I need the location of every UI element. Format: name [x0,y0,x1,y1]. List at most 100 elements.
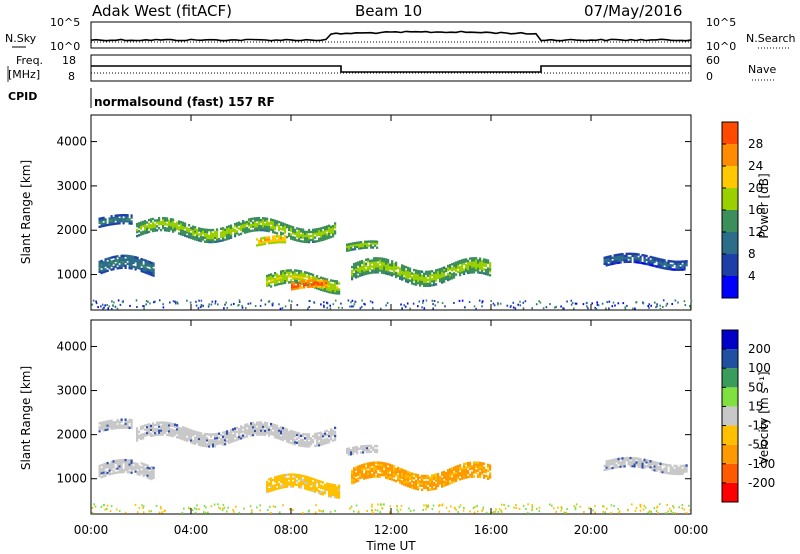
power-cell [160,220,163,224]
power-noise-cell [149,302,151,305]
power-cell [447,278,450,282]
velocity-cell [361,472,364,475]
power-cell [353,275,356,278]
power-colorbar-tick-label: 16 [748,203,763,217]
velocity-cell [164,425,167,428]
power-noise-cell [307,307,309,310]
velocity-cell [174,429,177,432]
velocity-cell [184,426,187,430]
velocity-noise-cell [159,506,162,509]
velocity-cell [240,429,243,432]
power-cell [276,275,279,278]
power-cell [355,262,358,265]
velocity-cell [244,431,247,435]
power-cell [609,261,612,264]
velocity-cell [280,486,283,489]
velocity-ytick-label: 3000 [56,384,87,398]
velocity-cell [274,433,277,437]
velocity-cell [296,473,299,477]
velocity-cell [288,481,291,484]
velocity-cell [262,433,265,436]
velocity-cell [312,435,315,438]
velocity-cell [192,431,195,435]
power-cell [471,257,474,260]
power-cell [148,226,151,230]
power-cell [453,264,456,267]
power-cell [184,234,187,237]
velocity-noise-cell [469,510,471,513]
velocity-cell [445,475,448,479]
velocity-cell [240,425,243,428]
power-cell [212,236,215,240]
velocity-cell [385,466,388,469]
velocity-cell [352,452,355,455]
power-cell [282,226,285,229]
velocity-cell [264,429,267,433]
velocity-cell [403,483,406,486]
power-cell [385,272,388,275]
power-cell [351,269,354,273]
power-cell [290,233,293,236]
power-cell [116,220,119,223]
velocity-cell [178,434,181,438]
power-cell [319,279,322,282]
velocity-cell [629,460,632,464]
velocity-cell [641,464,644,467]
power-cell [317,281,320,284]
velocity-cell [168,430,171,433]
power-cell [469,271,472,274]
velocity-cell [316,442,319,445]
power-cell [266,274,269,278]
velocity-cell [371,461,374,465]
velocity-cell [631,462,634,466]
velocity-cell [334,432,337,436]
velocity-cell [204,434,207,438]
power-cell [120,254,123,258]
power-cell [270,279,273,282]
velocity-cell [114,423,117,426]
velocity-cell [102,475,105,478]
power-cell [370,240,373,243]
velocity-cell [264,433,267,436]
power-cell [369,261,372,265]
velocity-cell [387,463,390,466]
power-noise-cell [671,303,673,305]
power-cell [479,265,482,268]
power-cell [623,260,626,264]
velocity-cell [373,475,376,478]
power-cell [266,223,269,226]
power-cell [459,261,462,265]
power-cell [276,235,279,238]
velocity-cell [320,492,323,495]
velocity-cell [423,486,426,490]
power-cell [447,264,450,268]
power-cell [102,263,105,266]
velocity-cell [322,491,325,494]
power-cell [366,240,369,243]
velocity-cell [397,476,400,480]
power-cell [126,258,129,262]
velocity-cell [130,420,133,424]
power-cell [683,268,686,271]
power-cell [194,228,197,231]
power-cell [182,231,185,235]
velocity-cell [178,436,181,439]
velocity-cell [294,433,297,436]
velocity-cell [324,440,327,443]
velocity-cell [487,477,490,480]
velocity-cell [381,461,384,465]
power-cell [657,257,660,261]
power-cell [286,224,289,227]
velocity-noise-cell [400,504,403,507]
velocity-cell [354,446,357,449]
velocity-cell [326,429,329,433]
velocity-cell [661,470,664,474]
velocity-cell [200,432,203,435]
velocity-cell [228,431,231,434]
power-cell [336,286,339,289]
velocity-cell [100,427,103,430]
velocity-cell [248,430,251,434]
power-noise-cell [217,303,219,306]
power-cell [379,265,382,268]
power-cell [619,259,622,262]
